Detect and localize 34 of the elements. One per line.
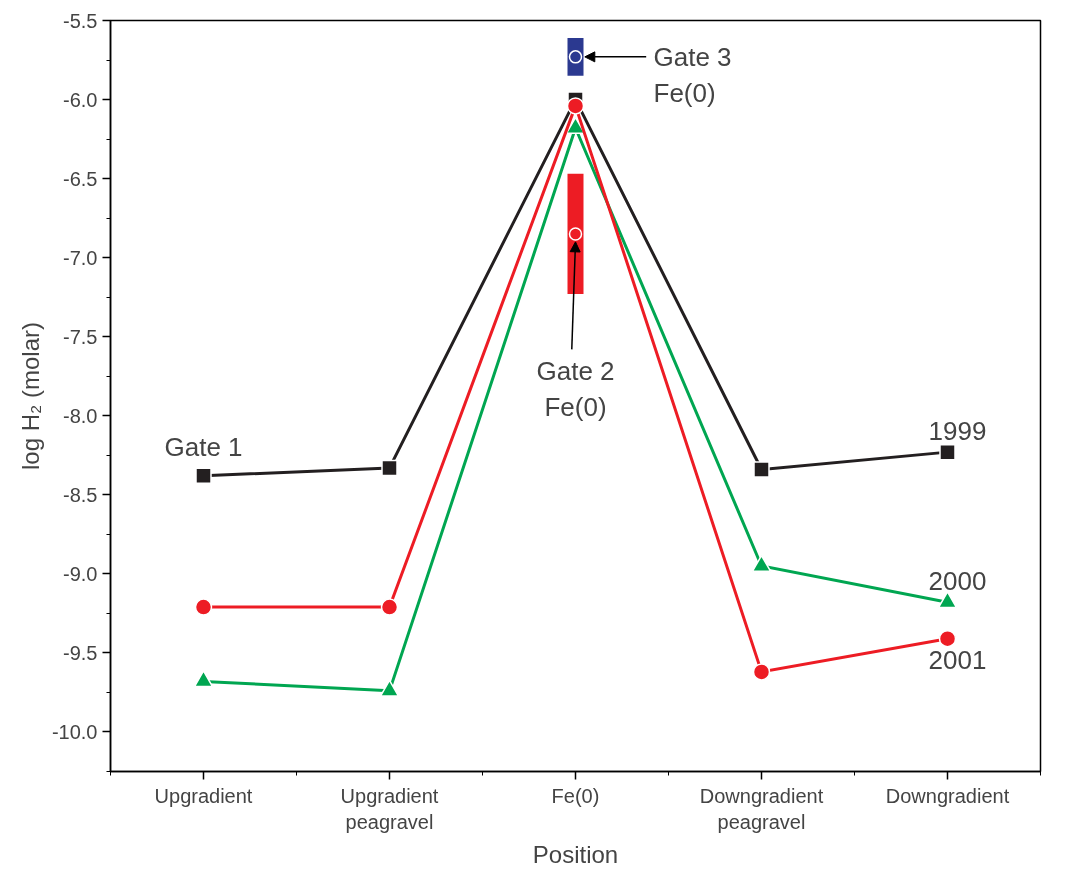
series-label: 2001 — [928, 644, 987, 675]
annotation: Gate 3 Fe(0) — [653, 41, 732, 108]
point — [566, 97, 585, 115]
point — [753, 461, 770, 478]
y-tick-label: -7.0 — [63, 246, 98, 269]
point — [752, 663, 771, 681]
y-tick-label: -9.0 — [63, 562, 98, 585]
point — [380, 598, 399, 616]
point — [568, 227, 583, 241]
point — [568, 50, 583, 64]
series-label: 1999 — [928, 416, 987, 447]
point — [939, 443, 956, 461]
x-tick-label: Upgradient — [154, 784, 253, 807]
y-tick-label: -7.5 — [63, 325, 98, 348]
x-tick-label: Downgradient peagravel — [699, 784, 824, 833]
annotation: Gate 1 — [164, 431, 243, 462]
y-tick-label: -9.5 — [63, 641, 98, 664]
y-axis-title: log H₂ (molar) — [16, 321, 44, 470]
annotation: Gate 2 Fe(0) — [536, 356, 615, 423]
y-tick-label: -6.0 — [63, 88, 98, 111]
y-tick-label: -10.0 — [51, 720, 98, 743]
point — [195, 467, 212, 485]
x-tick-label: Downgradient — [885, 784, 1010, 807]
y-tick-label: -6.5 — [63, 167, 98, 190]
x-tick-label: Upgradient peagravel — [340, 784, 439, 833]
y-tick-label: -8.5 — [63, 483, 98, 506]
x-tick-label: Fe(0) — [551, 784, 600, 807]
point — [938, 629, 957, 648]
series-label: 2000 — [928, 566, 987, 597]
x-axis-title: Position — [532, 840, 619, 868]
point — [194, 598, 213, 616]
y-tick-label: -8.0 — [63, 404, 98, 427]
y-tick-label: -5.5 — [63, 9, 98, 32]
point — [381, 459, 398, 477]
